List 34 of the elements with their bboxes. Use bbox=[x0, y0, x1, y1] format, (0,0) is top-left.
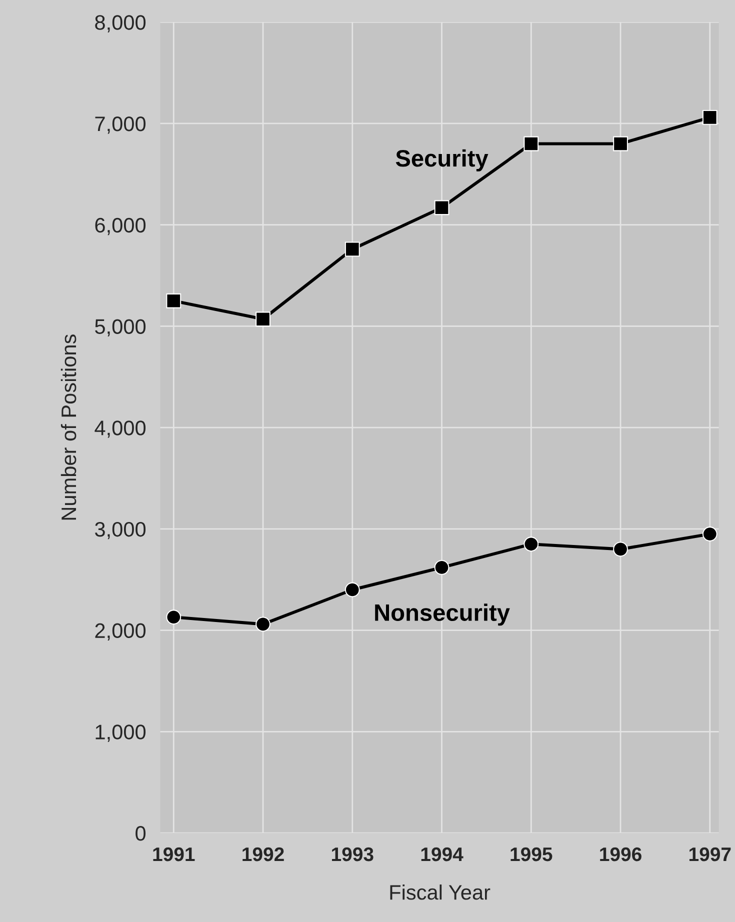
x-tick-label: 1991 bbox=[153, 847, 195, 862]
y-tick-label: 2,000 bbox=[95, 623, 146, 641]
series-label: Nonsecurity bbox=[375, 604, 510, 626]
y-tick-label: 7,000 bbox=[95, 116, 146, 134]
point bbox=[344, 582, 360, 598]
point bbox=[256, 312, 270, 327]
x-tick-label: 1994 bbox=[421, 847, 464, 862]
y-tick-label: 5,000 bbox=[95, 319, 146, 336]
point bbox=[434, 200, 450, 216]
point bbox=[613, 136, 628, 152]
x-tick-label: 1992 bbox=[242, 847, 284, 862]
point bbox=[256, 616, 270, 632]
y-tick-label: 8,000 bbox=[95, 15, 146, 32]
x-tick-label: 1996 bbox=[600, 847, 642, 862]
y-tick-label: 1,000 bbox=[96, 724, 146, 742]
point bbox=[702, 110, 718, 125]
y-tick-label: 0 bbox=[136, 826, 146, 841]
y-tick-label: 3,000 bbox=[95, 522, 146, 540]
point bbox=[344, 242, 360, 257]
point bbox=[166, 610, 182, 625]
point bbox=[434, 560, 450, 575]
x-axis-title: Fiscal Year bbox=[390, 884, 490, 900]
y-axis-title: Number of Positions bbox=[60, 334, 76, 520]
x-tick-label: 1995 bbox=[510, 847, 552, 862]
x-tick-label: 1993 bbox=[332, 847, 374, 862]
y-tick-label: 4,000 bbox=[94, 420, 146, 438]
series-label: Security bbox=[396, 149, 488, 172]
point bbox=[524, 536, 539, 552]
point bbox=[702, 526, 718, 542]
y-tick-label: 6,000 bbox=[95, 218, 146, 236]
x-tick-label: 1997 bbox=[689, 847, 731, 862]
point bbox=[166, 293, 182, 308]
point bbox=[524, 136, 539, 152]
point bbox=[613, 542, 628, 557]
